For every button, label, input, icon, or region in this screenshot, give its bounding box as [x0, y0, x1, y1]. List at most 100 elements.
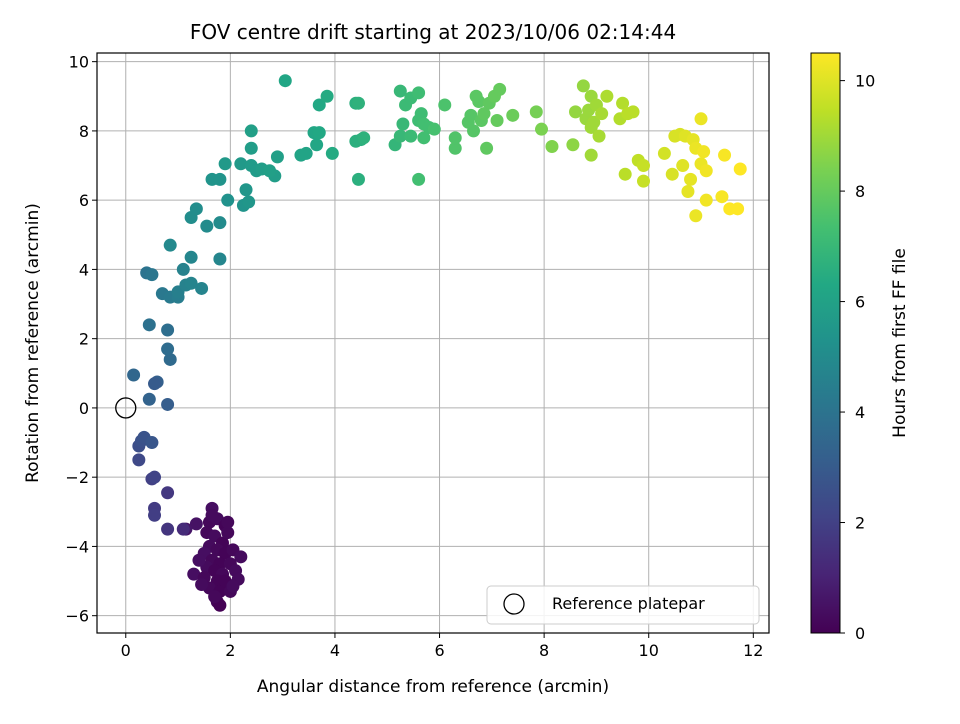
data-point — [616, 96, 630, 110]
data-point — [569, 105, 583, 119]
data-point — [733, 162, 747, 176]
data-point — [161, 522, 175, 536]
data-point — [189, 517, 203, 531]
x-axis-ticks: 0 2 4 6 8 10 12 — [121, 633, 763, 660]
data-point — [351, 172, 365, 186]
data-point — [576, 79, 590, 93]
colorbar: 0 2 4 6 8 10 Hours from first FF file — [810, 52, 910, 643]
y-tick-label: 10 — [69, 53, 89, 72]
data-point — [208, 590, 222, 604]
data-point — [417, 131, 431, 145]
data-point — [263, 164, 277, 178]
x-tick-label: 12 — [743, 641, 763, 660]
data-point — [242, 195, 256, 209]
y-tick-label: −2 — [65, 468, 89, 487]
data-point — [595, 107, 609, 121]
colorbar-tick-label: 4 — [855, 403, 865, 422]
data-point — [689, 209, 703, 223]
y-tick-label: −6 — [65, 607, 89, 626]
data-point — [270, 150, 284, 164]
data-point — [412, 86, 426, 100]
data-point — [438, 98, 452, 112]
colorbar-tick-label: 8 — [855, 182, 865, 201]
data-point — [393, 129, 407, 143]
data-point — [351, 96, 365, 110]
data-point — [493, 82, 507, 96]
colorbar-label: Hours from first FF file — [890, 248, 910, 438]
x-axis-label: Angular distance from reference (arcmin) — [257, 677, 609, 697]
colorbar-tick-label: 10 — [855, 72, 875, 91]
data-point — [148, 470, 162, 484]
data-point — [636, 174, 650, 188]
x-tick-label: 10 — [639, 641, 659, 660]
colorbar-tick-label: 0 — [855, 624, 865, 643]
data-point — [163, 238, 177, 252]
data-point — [357, 131, 371, 145]
legend-box — [486, 585, 760, 625]
data-point — [684, 172, 698, 186]
data-point — [299, 146, 313, 160]
data-point — [312, 98, 326, 112]
data-point — [195, 281, 209, 295]
data-point — [600, 89, 614, 103]
data-point — [448, 141, 462, 155]
data-point — [312, 126, 326, 140]
data-point — [545, 139, 559, 153]
x-tick-label: 4 — [330, 641, 340, 660]
data-point — [469, 89, 483, 103]
plot-frame — [96, 52, 770, 634]
x-tick-label: 8 — [539, 641, 549, 660]
data-point — [221, 193, 235, 207]
data-point — [480, 141, 494, 155]
data-point — [676, 159, 690, 173]
data-point — [427, 122, 441, 136]
data-point — [244, 141, 258, 155]
data-point — [132, 453, 146, 467]
data-point — [310, 138, 324, 152]
data-point — [404, 129, 418, 143]
data-point — [657, 146, 671, 160]
colorbar-ticks: 0 2 4 6 8 10 — [840, 72, 875, 643]
x-tick-label: 6 — [434, 641, 444, 660]
data-point — [535, 122, 549, 136]
data-point — [195, 578, 209, 592]
data-point — [529, 105, 543, 119]
data-point — [239, 183, 253, 197]
data-point — [325, 146, 339, 160]
data-point — [226, 579, 240, 593]
data-point — [626, 105, 640, 119]
data-point — [244, 124, 258, 138]
data-point — [699, 193, 713, 207]
data-point — [200, 219, 214, 233]
colorbar-gradient — [810, 52, 841, 634]
y-axis-label: Rotation from reference (arcmin) — [23, 203, 43, 483]
data-point — [148, 377, 162, 391]
data-point — [320, 89, 334, 103]
data-point — [221, 515, 235, 529]
data-point — [161, 342, 175, 356]
data-point — [618, 167, 632, 181]
data-point — [665, 167, 679, 181]
data-point — [731, 202, 745, 216]
data-point — [127, 368, 141, 382]
legend-label: Reference platepar — [552, 594, 705, 613]
reference-point — [115, 397, 137, 419]
legend: Reference platepar — [486, 585, 760, 625]
data-point — [161, 323, 175, 337]
legend-marker — [503, 593, 525, 615]
data-point — [192, 553, 206, 567]
y-tick-label: 2 — [79, 330, 89, 349]
data-point — [213, 252, 227, 266]
data-point — [142, 318, 156, 332]
data-point — [163, 352, 177, 366]
data-point — [636, 159, 650, 173]
data-point — [414, 107, 428, 121]
grid-lines — [97, 53, 769, 633]
data-point — [176, 262, 190, 276]
data-point — [189, 202, 203, 216]
data-point — [184, 250, 198, 264]
data-point — [393, 84, 407, 98]
data-point — [213, 216, 227, 230]
data-point — [566, 138, 580, 152]
